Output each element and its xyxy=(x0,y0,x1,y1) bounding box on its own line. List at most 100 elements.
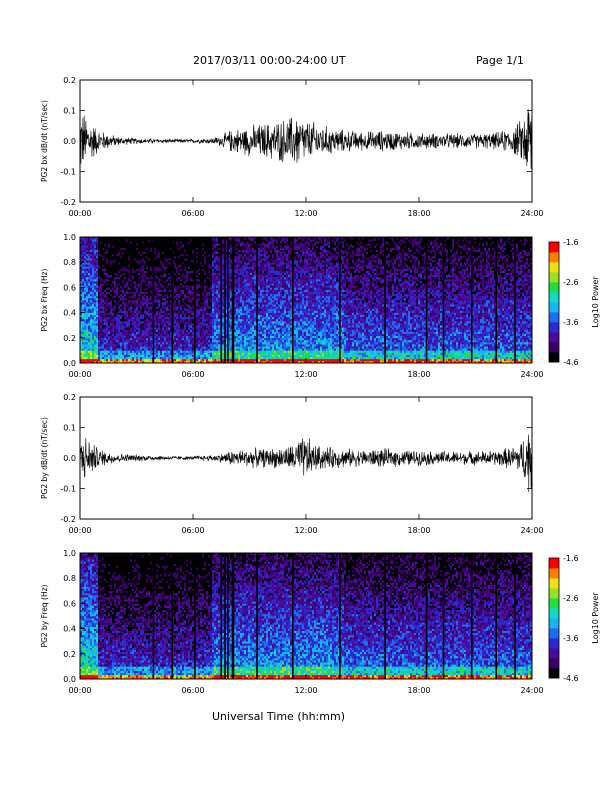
heat-cell xyxy=(116,321,119,324)
heat-cell xyxy=(218,325,221,328)
heat-cell xyxy=(222,241,225,244)
heat-cell xyxy=(174,272,177,276)
heat-cell xyxy=(140,283,143,286)
heat-cell xyxy=(230,306,233,309)
heat-cell xyxy=(216,325,219,328)
heat-cell xyxy=(112,302,115,305)
heat-cell xyxy=(86,272,89,276)
heat-cell xyxy=(112,249,115,252)
heat-cell xyxy=(116,245,119,248)
heat-cell xyxy=(202,287,205,290)
heat-cell xyxy=(200,264,203,267)
heat-cell xyxy=(202,344,205,347)
heat-cell xyxy=(94,247,97,250)
heat-cell xyxy=(244,333,247,336)
heat-cell xyxy=(186,243,189,246)
heat-cell xyxy=(240,302,243,305)
heat-cell xyxy=(128,312,131,315)
heat-cell xyxy=(240,331,243,334)
heat-cell xyxy=(110,253,113,257)
heat-cell xyxy=(228,289,231,292)
heat-cell xyxy=(192,293,195,297)
heat-cell xyxy=(242,339,245,343)
heat-cell xyxy=(164,318,167,322)
heat-cell xyxy=(146,237,149,240)
heat-cell xyxy=(168,304,171,307)
heat-cell xyxy=(142,360,145,364)
heat-cell xyxy=(126,289,129,292)
heat-cell xyxy=(222,333,225,336)
heat-cell xyxy=(190,323,193,326)
heat-cell xyxy=(102,350,105,353)
heat-cell xyxy=(92,264,95,267)
heat-cell xyxy=(168,314,171,318)
heat-cell xyxy=(156,270,159,273)
heat-cell xyxy=(178,308,181,311)
heat-cell xyxy=(92,262,95,265)
heat-cell xyxy=(154,344,157,347)
heat-cell xyxy=(200,293,203,297)
heat-cell xyxy=(146,300,149,303)
heat-cell xyxy=(150,253,153,257)
heat-cell xyxy=(92,268,95,271)
heat-cell xyxy=(88,270,91,273)
heat-cell xyxy=(134,335,137,339)
heat-cell xyxy=(124,251,127,255)
heat-cell xyxy=(228,241,231,244)
heat-cell xyxy=(130,268,133,271)
heat-cell xyxy=(188,312,191,315)
heat-cell xyxy=(182,323,185,326)
heat-cell xyxy=(234,329,237,332)
heat-cell xyxy=(202,264,205,267)
heat-cell xyxy=(210,312,213,315)
heat-cell xyxy=(142,316,145,320)
heat-cell xyxy=(104,276,107,280)
heat-cell xyxy=(190,333,193,336)
heat-cell xyxy=(244,350,247,353)
heat-cell xyxy=(80,358,83,362)
heat-cell xyxy=(210,239,213,242)
heat-cell xyxy=(174,266,177,269)
heat-cell xyxy=(118,247,121,250)
heat-cell xyxy=(82,247,85,250)
heat-cell xyxy=(196,348,199,351)
heat-cell xyxy=(206,291,209,294)
heat-cell xyxy=(212,354,215,357)
heat-cell xyxy=(134,268,137,271)
heat-cell xyxy=(188,327,191,330)
heat-cell xyxy=(146,262,149,265)
heat-cell xyxy=(156,321,159,324)
heat-cell xyxy=(122,312,125,315)
heat-cell xyxy=(126,239,129,242)
heat-cell xyxy=(144,268,147,271)
heat-cell xyxy=(212,258,215,261)
heat-cell xyxy=(222,289,225,292)
heat-cell xyxy=(188,300,191,303)
heat-cell xyxy=(170,241,173,244)
heat-cell xyxy=(94,245,97,248)
heat-cell xyxy=(112,287,115,290)
heat-cell xyxy=(132,323,135,326)
heat-cell xyxy=(112,281,115,284)
heat-cell xyxy=(92,348,95,351)
heat-cell xyxy=(178,241,181,244)
heat-cell xyxy=(138,306,141,309)
heat-cell xyxy=(148,354,151,357)
heat-cell xyxy=(100,331,103,334)
heat-cell xyxy=(142,249,145,252)
heat-cell xyxy=(88,352,91,355)
heat-cell xyxy=(160,264,163,267)
heat-cell xyxy=(234,249,237,252)
heat-cell xyxy=(238,306,241,309)
heat-cell xyxy=(234,268,237,271)
heat-cell xyxy=(198,283,201,286)
heat-cell xyxy=(138,348,141,351)
x-tick-label: 24:00 xyxy=(520,209,543,218)
heat-cell xyxy=(134,318,137,322)
heat-cell xyxy=(212,287,215,290)
heat-cell xyxy=(94,285,97,288)
heat-cell xyxy=(124,331,127,334)
heat-cell xyxy=(110,333,113,336)
heat-cell xyxy=(166,272,169,276)
heat-cell xyxy=(94,350,97,353)
